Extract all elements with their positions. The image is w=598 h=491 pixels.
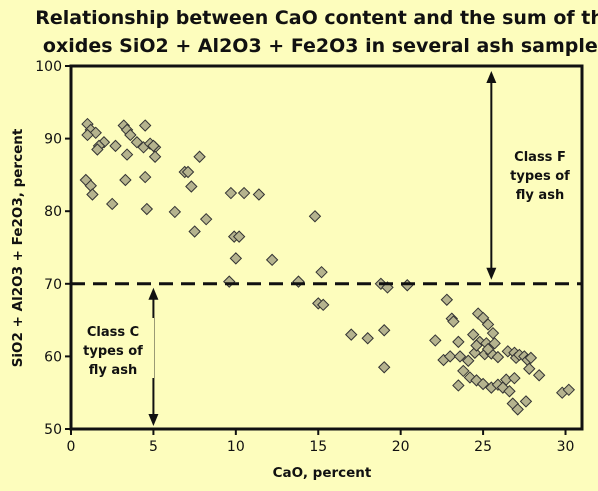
x-tick-label-30: 30 xyxy=(557,439,575,455)
chart-title: Relationship between CaO content and the… xyxy=(35,7,598,57)
data-point-35 xyxy=(252,188,266,201)
data-point-60 xyxy=(453,350,467,363)
data-point-47 xyxy=(361,332,374,345)
data-point-43 xyxy=(315,265,328,279)
data-point-57 xyxy=(447,315,460,328)
data-point-90 xyxy=(503,385,516,398)
data-point-10 xyxy=(124,128,137,142)
class-f-label-line-2: types of xyxy=(510,169,570,184)
data-point-31 xyxy=(188,225,201,238)
data-point-45 xyxy=(316,298,330,312)
data-point-99 xyxy=(508,371,521,385)
data-point-23 xyxy=(119,173,132,187)
data-point-41 xyxy=(292,275,305,288)
data-point-69 xyxy=(481,318,495,331)
data-point-92 xyxy=(511,403,524,416)
data-point-32 xyxy=(199,212,213,226)
y-tick-label-50: 50 xyxy=(44,422,62,438)
x-tick-label-15: 15 xyxy=(309,439,327,455)
data-point-12 xyxy=(120,148,134,161)
data-point-52 xyxy=(377,361,391,374)
x-tick-label-0: 0 xyxy=(67,439,76,455)
class-f-arrow-head-top xyxy=(486,71,497,83)
x-tick-label-5: 5 xyxy=(149,439,158,455)
data-point-42 xyxy=(308,210,322,223)
data-point-100 xyxy=(470,339,483,352)
class-arrows xyxy=(148,71,497,426)
class-c-annotation: Class C types of fly ash xyxy=(83,325,143,378)
y-tick-label-70: 70 xyxy=(44,277,62,293)
data-point-76 xyxy=(481,342,495,356)
data-point-66 xyxy=(466,328,480,341)
data-point-59 xyxy=(443,350,457,363)
data-point-25 xyxy=(140,202,154,216)
class-f-label-line-3: fly ash xyxy=(516,188,564,203)
class-c-label-line-1: Class C xyxy=(87,325,139,340)
x-tick-label-20: 20 xyxy=(392,439,410,455)
data-point-40 xyxy=(265,253,279,267)
class-f-annotation: Class F types of fly ash xyxy=(510,150,570,203)
data-point-26 xyxy=(168,205,182,219)
data-point-24 xyxy=(138,170,152,184)
data-point-22 xyxy=(106,197,119,211)
data-point-58 xyxy=(452,335,465,349)
data-point-51 xyxy=(377,324,391,337)
axis-ticks: 0 5 10 15 20 25 30 50 60 70 80 90 100 xyxy=(35,59,574,455)
data-point-72 xyxy=(486,326,500,340)
class-c-label-line-3: fly ash xyxy=(89,363,137,378)
x-tick-label-10: 10 xyxy=(227,439,245,455)
class-f-label-bg xyxy=(500,143,576,205)
data-point-97 xyxy=(562,383,576,397)
data-point-33 xyxy=(224,186,238,200)
data-point-46 xyxy=(345,328,358,341)
data-point-34 xyxy=(237,186,251,200)
data-point-55 xyxy=(440,293,454,306)
y-tick-label-90: 90 xyxy=(44,132,62,148)
class-c-arrow-head-bottom xyxy=(148,414,159,426)
data-point-61 xyxy=(457,364,470,378)
data-point-62 xyxy=(462,354,475,367)
y-tick-label-80: 80 xyxy=(44,204,62,220)
plot-area-frame xyxy=(69,64,584,431)
data-point-94 xyxy=(523,362,536,375)
data-point-39 xyxy=(223,275,236,288)
y-tick-label-100: 100 xyxy=(35,59,62,75)
data-point-28 xyxy=(181,165,195,179)
data-point-29 xyxy=(185,180,198,193)
data-point-6 xyxy=(91,143,104,156)
data-point-93 xyxy=(519,395,533,408)
data-point-38 xyxy=(229,252,243,265)
y-axis-title: SiO2 + Al2O3 + Fe2O3, percent xyxy=(10,128,26,367)
class-c-label-line-2: types of xyxy=(83,344,143,359)
data-point-37 xyxy=(232,230,246,243)
data-point-95 xyxy=(532,369,546,382)
data-point-3 xyxy=(81,128,94,142)
data-point-30 xyxy=(193,150,206,163)
data-point-7 xyxy=(109,139,122,153)
data-point-89 xyxy=(524,351,538,365)
class-c-label-bg xyxy=(74,318,154,378)
chart-title-line-2: oxides SiO2 + Al2O3 + Fe2O3 in several a… xyxy=(43,35,598,57)
chart-title-line-1: Relationship between CaO content and the… xyxy=(35,7,598,29)
data-point-77 xyxy=(491,350,505,364)
data-point-73 xyxy=(488,337,501,350)
data-point-13 xyxy=(138,119,152,132)
data-point-64 xyxy=(452,379,465,392)
data-point-21 xyxy=(86,188,99,201)
x-axis-title: CaO, percent xyxy=(273,465,372,481)
data-point-79 xyxy=(476,377,490,391)
class-f-arrow-head-bottom xyxy=(486,267,497,280)
data-point-53 xyxy=(429,334,442,347)
class-f-label-line-1: Class F xyxy=(514,150,566,165)
y-tick-label-60: 60 xyxy=(44,349,62,365)
x-tick-label-25: 25 xyxy=(474,439,492,455)
class-c-arrow-head-top xyxy=(148,287,159,300)
data-point-17 xyxy=(148,150,162,163)
data-point-18 xyxy=(147,139,160,153)
